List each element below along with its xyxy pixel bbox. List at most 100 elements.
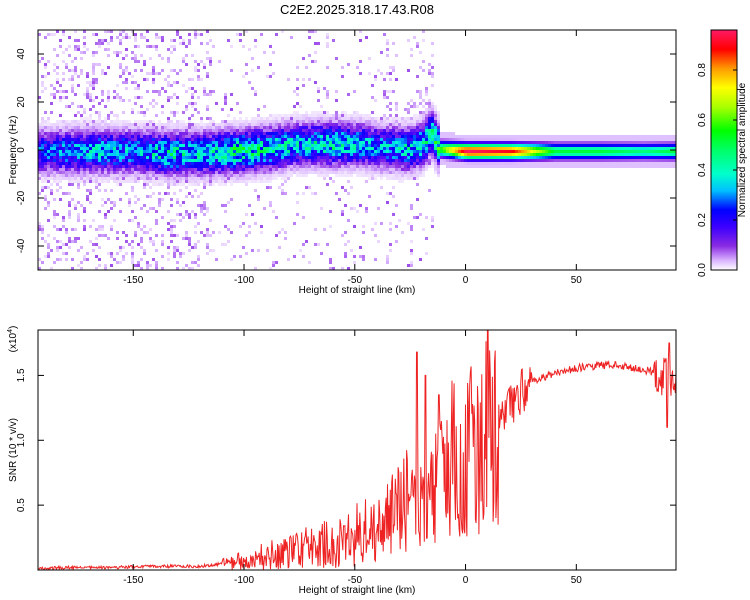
- heatmap-cell: [377, 135, 380, 138]
- heatmap-cell: [203, 153, 206, 156]
- heatmap-cell: [344, 138, 347, 141]
- heatmap-cell: [389, 135, 392, 138]
- heatmap-cell: [230, 144, 233, 147]
- heatmap-cell: [491, 141, 494, 144]
- heatmap-cell: [110, 30, 113, 33]
- heatmap-cell: [38, 159, 41, 162]
- heatmap-cell: [116, 135, 119, 138]
- heatmap-cell: [152, 147, 155, 150]
- heatmap-cell: [620, 135, 623, 138]
- heatmap-cell: [89, 162, 92, 165]
- heatmap-cell: [242, 45, 245, 48]
- heatmap-cell: [503, 150, 506, 153]
- heatmap-cell: [236, 180, 239, 183]
- heatmap-cell: [383, 129, 386, 132]
- heatmap-cell: [179, 147, 182, 150]
- heatmap-cell: [248, 159, 251, 162]
- heatmap-cell: [137, 147, 140, 150]
- heatmap-cell: [107, 180, 110, 183]
- heatmap-cell: [83, 123, 86, 126]
- heatmap-cell: [302, 138, 305, 141]
- heatmap-cell: [86, 90, 89, 93]
- heatmap-cell: [158, 150, 161, 153]
- heatmap-cell: [401, 135, 404, 138]
- heatmap-cell: [326, 144, 329, 147]
- heatmap-cell: [527, 138, 530, 141]
- heatmap-cell: [662, 159, 665, 162]
- heatmap-cell: [206, 210, 209, 213]
- heatmap-cell: [596, 147, 599, 150]
- heatmap-cell: [383, 93, 386, 96]
- heatmap-cell: [194, 153, 197, 156]
- heatmap-cell: [350, 165, 353, 168]
- heatmap-cell: [428, 165, 431, 168]
- heatmap-cell: [164, 177, 167, 180]
- heatmap-cell: [563, 147, 566, 150]
- heatmap-cell: [56, 147, 59, 150]
- heatmap-cell: [122, 135, 125, 138]
- heatmap-cell: [68, 147, 71, 150]
- heatmap-cell: [155, 234, 158, 237]
- heatmap-cell: [452, 135, 455, 138]
- heatmap-cell: [89, 189, 92, 192]
- heatmap-cell: [515, 156, 518, 159]
- heatmap-cell: [290, 117, 293, 120]
- heatmap-cell: [332, 120, 335, 123]
- heatmap-cell: [422, 105, 425, 108]
- heatmap-cell: [107, 114, 110, 117]
- heatmap-cell: [209, 120, 212, 123]
- heatmap-cell: [245, 144, 248, 147]
- heatmap-cell: [281, 168, 284, 171]
- heatmap-cell: [584, 156, 587, 159]
- heatmap-cell: [110, 174, 113, 177]
- heatmap-cell: [62, 96, 65, 99]
- heatmap-cell: [407, 69, 410, 72]
- heatmap-cell: [140, 141, 143, 144]
- heatmap-cell: [524, 135, 527, 138]
- heatmap-cell: [62, 174, 65, 177]
- heatmap-cell: [665, 144, 668, 147]
- heatmap-cell: [152, 123, 155, 126]
- heatmap-cell: [185, 180, 188, 183]
- heatmap-cell: [170, 45, 173, 48]
- heatmap-cell: [617, 150, 620, 153]
- heatmap-cell: [398, 219, 401, 222]
- heatmap-cell: [620, 141, 623, 144]
- heatmap-cell: [68, 126, 71, 129]
- heatmap-cell: [104, 180, 107, 183]
- heatmap-cell: [512, 147, 515, 150]
- heatmap-cell: [197, 96, 200, 99]
- heatmap-cell: [47, 186, 50, 189]
- heatmap-cell: [86, 132, 89, 135]
- heatmap-cell: [74, 147, 77, 150]
- heatmap-cell: [341, 123, 344, 126]
- heatmap-cell: [47, 252, 50, 255]
- heatmap-cell: [179, 69, 182, 72]
- heatmap-cell: [254, 45, 257, 48]
- heatmap-cell: [425, 135, 428, 138]
- heatmap-cell: [53, 174, 56, 177]
- heatmap-cell: [257, 123, 260, 126]
- heatmap-cell: [227, 132, 230, 135]
- heatmap-cell: [536, 144, 539, 147]
- heatmap-cell: [281, 150, 284, 153]
- heatmap-cell: [209, 183, 212, 186]
- heatmap-cell: [560, 138, 563, 141]
- heatmap-cell: [128, 123, 131, 126]
- heatmap-cell: [272, 264, 275, 267]
- heatmap-cell: [212, 132, 215, 135]
- heatmap-cell: [275, 144, 278, 147]
- heatmap-cell: [380, 138, 383, 141]
- heatmap-cell: [206, 57, 209, 60]
- heatmap-cell: [92, 123, 95, 126]
- heatmap-cell: [575, 135, 578, 138]
- heatmap-cell: [206, 207, 209, 210]
- heatmap-cell: [236, 177, 239, 180]
- heatmap-cell: [368, 153, 371, 156]
- heatmap-cell: [434, 117, 437, 120]
- heatmap-cell: [68, 165, 71, 168]
- heatmap-cell: [407, 123, 410, 126]
- heatmap-cell: [431, 144, 434, 147]
- heatmap-cell: [560, 150, 563, 153]
- heatmap-cell: [269, 204, 272, 207]
